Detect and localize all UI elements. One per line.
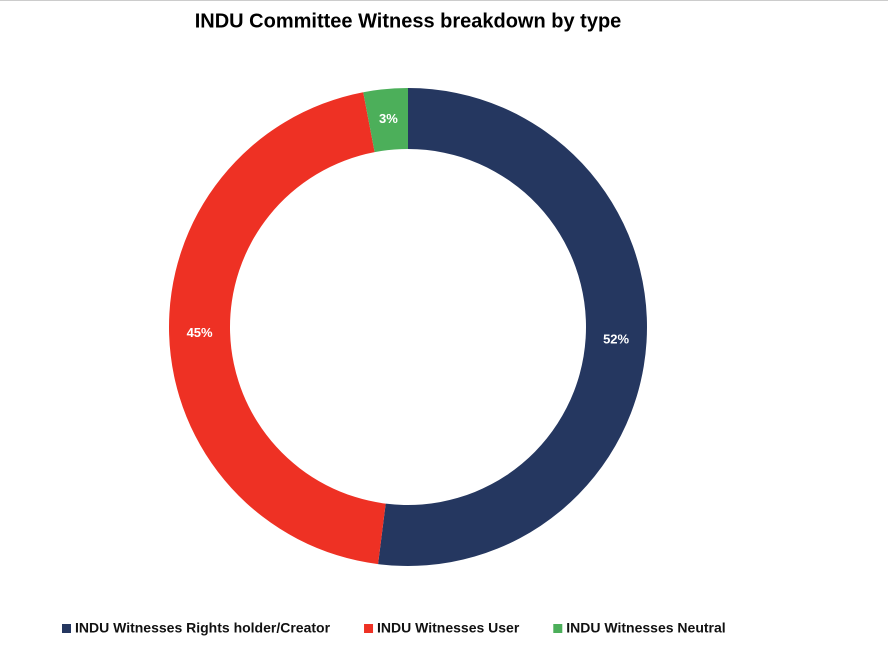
legend-swatch [364, 624, 374, 633]
legend-swatch [62, 624, 71, 633]
legend-label: INDU Witnesses Neutral [566, 620, 725, 636]
legend-label: INDU Witnesses User [377, 620, 520, 636]
donut-segment [169, 92, 386, 565]
legend-label: INDU Witnesses Rights holder/Creator [75, 620, 331, 636]
legend-swatch [553, 624, 563, 633]
data-label: 45% [187, 325, 213, 340]
data-label: 3% [379, 111, 398, 126]
data-label: 52% [603, 332, 629, 347]
donut-segment [363, 88, 408, 153]
donut-segment [378, 88, 647, 566]
chart-title: INDU Committee Witness breakdown by type [195, 10, 622, 32]
